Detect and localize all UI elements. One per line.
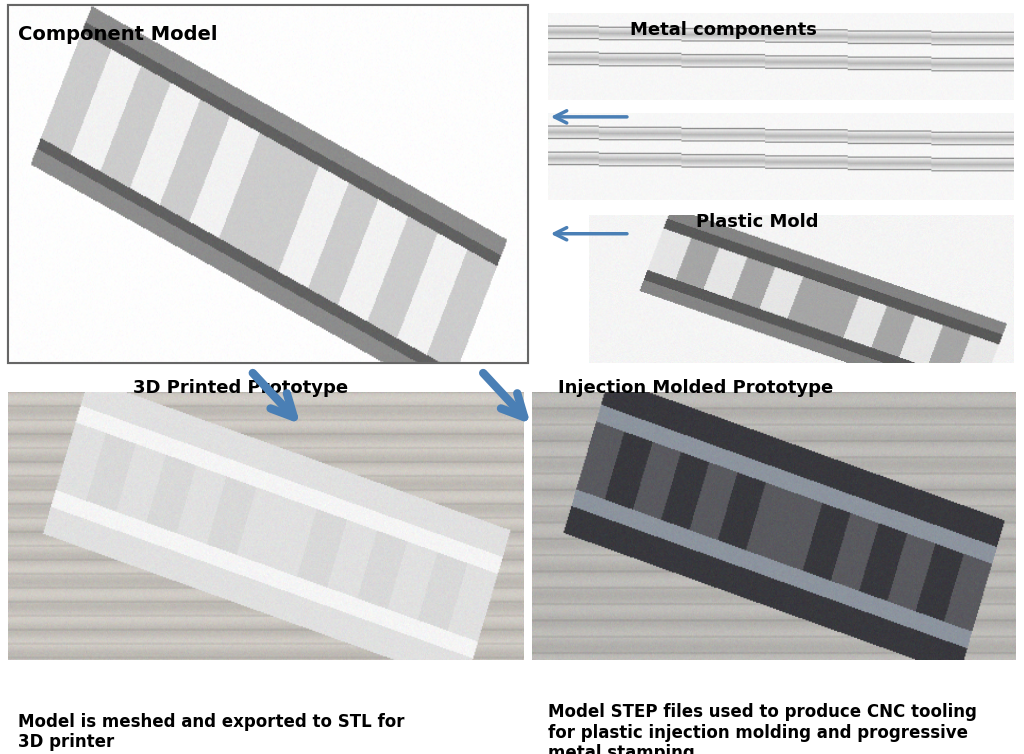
Bar <box>8 5 528 363</box>
Text: Model is meshed and exported to STL for
3D printer: Model is meshed and exported to STL for … <box>18 713 404 751</box>
Text: Plastic Mold: Plastic Mold <box>696 213 819 231</box>
Text: Metal components: Metal components <box>630 21 816 39</box>
Text: Injection Molded Prototype: Injection Molded Prototype <box>558 379 834 397</box>
Bar <box>8 5 528 363</box>
Text: 3D Printed Prototype: 3D Printed Prototype <box>133 379 348 397</box>
Text: Model STEP files used to produce CNC tooling
for plastic injection molding and p: Model STEP files used to produce CNC too… <box>548 703 977 754</box>
Bar <box>548 13 1014 100</box>
Bar <box>548 113 1014 200</box>
Bar <box>589 216 1014 363</box>
Text: Component Model: Component Model <box>18 25 218 44</box>
